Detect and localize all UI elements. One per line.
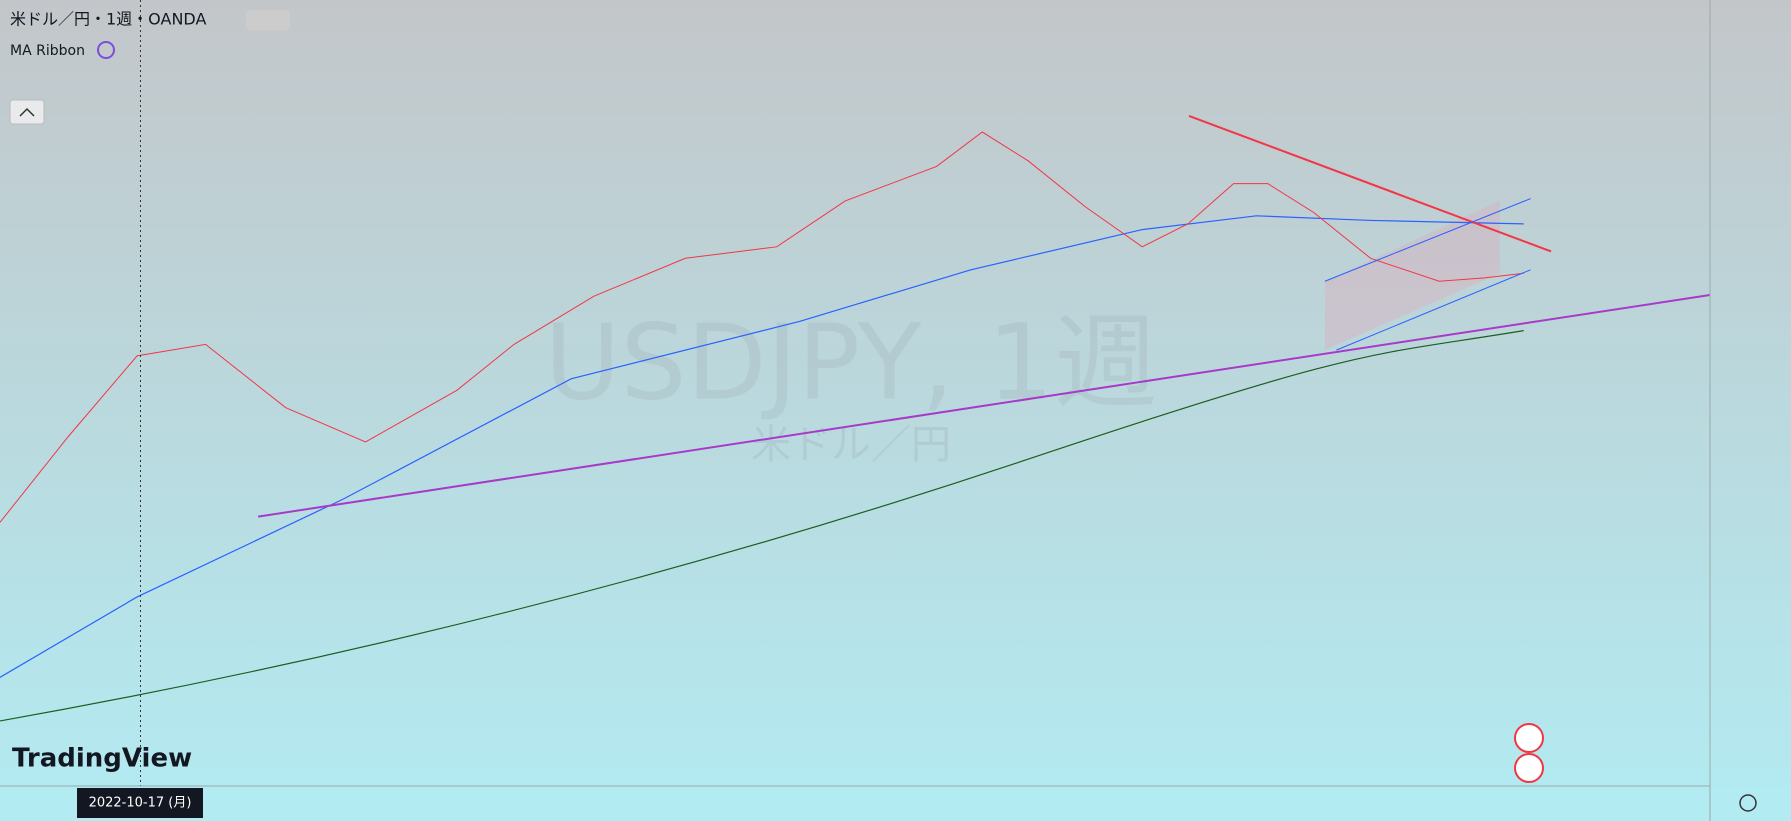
trend-line-down [1189,116,1551,251]
event-flag[interactable] [1514,753,1544,783]
status-badge [246,10,290,30]
watermark-description: 米ドル／円 [751,422,951,468]
ma-200 [0,331,1524,721]
settings-button[interactable] [1739,794,1757,812]
triangle-zone [1324,200,1500,351]
watermark-symbol: USDJPY, 1週 [544,301,1157,423]
crosshair-date: 2022-10-17 (月) [89,796,192,811]
channel-lower [1336,270,1530,350]
logo[interactable]: TradingView [12,744,192,774]
indicator-name: MA Ribbon [10,43,85,59]
collapse-icon [19,107,35,117]
ma-13 [0,132,1524,522]
crosshair-date-box [77,788,203,818]
event-icon[interactable] [1514,723,1544,753]
ma-52 [0,216,1524,677]
channel-upper [1325,199,1531,282]
trend-line-up [258,295,1710,517]
indicator-icon[interactable] [97,41,115,59]
time-axis [0,786,1791,821]
collapse-button[interactable] [9,99,45,125]
symbol-title: 米ドル／円・1週・OANDA [10,10,206,29]
drawings [0,0,1710,786]
